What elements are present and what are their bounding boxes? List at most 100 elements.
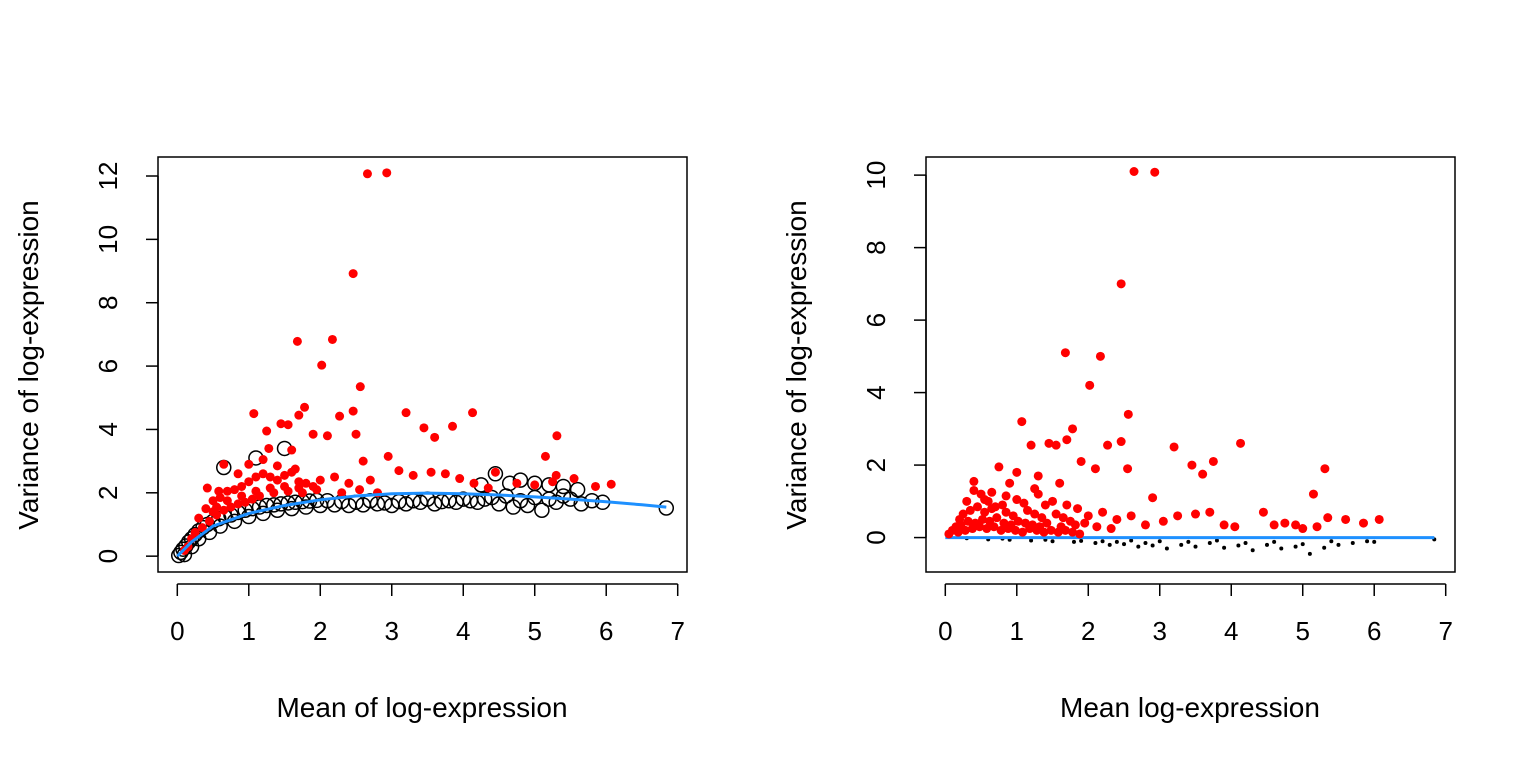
data-point [1083, 511, 1093, 521]
data-point [989, 522, 999, 532]
data-point [953, 527, 963, 537]
data-point [534, 502, 550, 518]
data-point [1025, 524, 1035, 534]
y-tick-label: 6 [93, 359, 123, 373]
data-point [327, 334, 337, 344]
data-point [1055, 478, 1065, 488]
data-point [280, 481, 290, 491]
data-point [276, 419, 286, 429]
data-point [280, 470, 290, 480]
data-point [294, 410, 304, 420]
data-point [348, 269, 358, 279]
y-tick-label: 2 [93, 486, 123, 500]
data-point [1350, 541, 1355, 546]
data-point [1098, 507, 1108, 517]
data-point [219, 505, 229, 515]
data-point [1032, 525, 1042, 535]
data-point [1012, 467, 1022, 477]
data-point [963, 516, 973, 526]
data-point [969, 485, 979, 495]
data-point [1205, 507, 1215, 517]
data-point [1079, 538, 1084, 543]
data-point [258, 469, 268, 479]
data-point [1106, 524, 1116, 534]
data-point [358, 456, 368, 466]
data-point [1012, 495, 1022, 505]
data-point [1044, 438, 1054, 448]
data-point [1129, 538, 1134, 543]
data-point [1039, 527, 1049, 537]
data-point [982, 524, 992, 534]
data-point [440, 469, 450, 479]
data-point [448, 421, 458, 431]
x-tick-label: 2 [313, 616, 327, 646]
data-point [1187, 460, 1197, 470]
data-point [1250, 548, 1255, 553]
data-point [1033, 471, 1043, 481]
data-point [264, 443, 274, 453]
data-point [1193, 544, 1198, 549]
data-point [1323, 513, 1333, 523]
data-point [365, 475, 375, 485]
data-point [987, 487, 997, 497]
data-point [1164, 546, 1169, 551]
data-point [551, 470, 561, 480]
data-point [590, 481, 600, 491]
x-tick-label: 7 [1438, 616, 1452, 646]
data-point [272, 475, 282, 485]
data-point [1279, 546, 1284, 551]
data-point [249, 409, 259, 419]
data-point [1308, 489, 1318, 499]
data-point [1080, 518, 1090, 528]
data-point [1018, 527, 1028, 537]
data-point [355, 382, 365, 392]
highlighted-genes-points [179, 168, 616, 555]
data-point [308, 429, 318, 439]
data-point [258, 455, 268, 465]
data-point [426, 496, 443, 512]
data-point [1186, 539, 1191, 544]
data-point [1179, 542, 1184, 547]
data-point [1365, 539, 1370, 544]
y-tick-label: 10 [861, 161, 891, 190]
data-point [233, 469, 243, 479]
x-axis: 0 1 2 3 4 5 6 7 [938, 583, 1453, 646]
data-point [1219, 520, 1229, 530]
data-point [265, 483, 275, 493]
y-tick-label: 8 [861, 240, 891, 254]
data-point [1191, 509, 1201, 519]
data-point [1374, 514, 1384, 524]
data-point [987, 504, 997, 514]
y-tick-label: 0 [93, 549, 123, 563]
y-tick-label: 6 [861, 313, 891, 327]
data-point [401, 408, 411, 418]
data-point [1264, 542, 1269, 547]
data-point [1123, 409, 1133, 419]
data-point [222, 486, 232, 496]
data-point [419, 423, 429, 433]
data-point [569, 474, 579, 484]
data-point [255, 505, 271, 522]
data-point [1230, 522, 1240, 532]
data-point [1103, 440, 1113, 450]
data-point [1042, 518, 1052, 528]
data-point [201, 504, 211, 514]
data-point [1236, 543, 1241, 548]
data-point [1116, 437, 1126, 447]
data-point [290, 464, 300, 474]
data-point [1017, 417, 1027, 427]
data-point [1198, 469, 1208, 479]
x-tick-label: 0 [938, 616, 952, 646]
data-point [1003, 524, 1013, 534]
x-tick-label: 1 [242, 616, 256, 646]
data-point [1336, 542, 1341, 547]
x-axis-label: Mean of log-expression [276, 692, 567, 723]
x-tick-label: 0 [170, 616, 184, 646]
x-tick-label: 5 [527, 616, 541, 646]
data-point [233, 499, 243, 509]
data-point [1116, 279, 1126, 289]
data-point [1173, 511, 1183, 521]
x-tick-label: 3 [385, 616, 399, 646]
